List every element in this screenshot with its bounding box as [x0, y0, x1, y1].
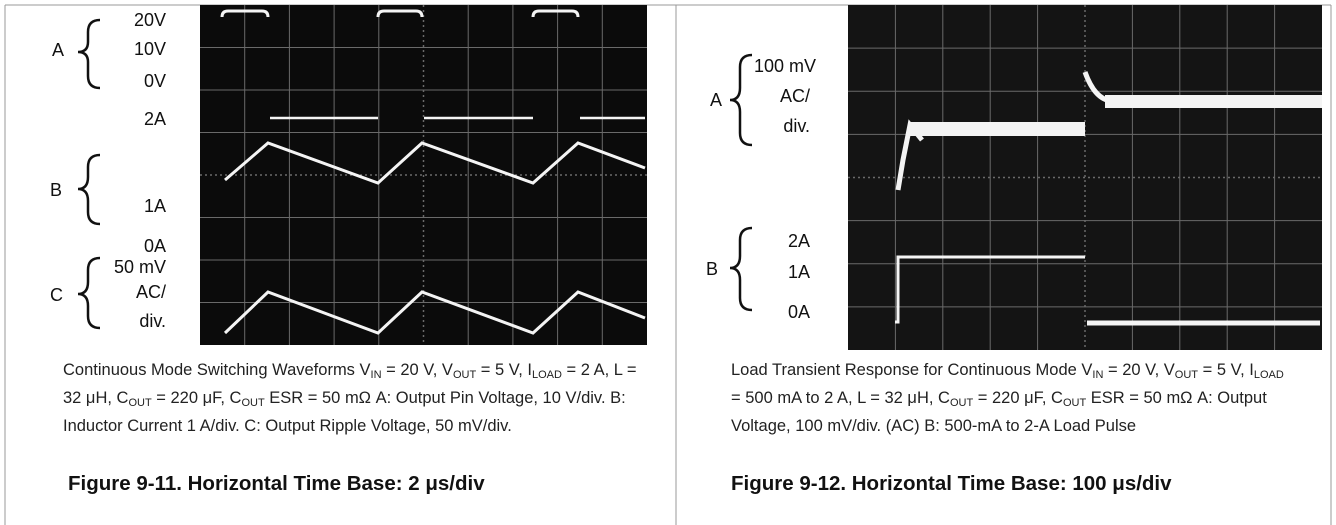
subscript: OUT	[241, 397, 265, 409]
braces	[77, 18, 753, 330]
scale-label: 2A	[787, 231, 810, 251]
channel-label: B	[706, 259, 719, 279]
caption-text: Load Transient Response for Continuous M…	[731, 361, 1093, 379]
scale-label: 10V	[133, 39, 166, 59]
waveform-band	[908, 122, 1085, 136]
scale-label: 100 mV	[754, 56, 817, 76]
scale-label: div.	[139, 311, 166, 331]
caption-text: = 220 μF, C	[151, 389, 242, 407]
subscript: OUT	[949, 397, 974, 409]
caption-text: = 20 V, V	[1103, 361, 1175, 379]
waveform-band	[1105, 95, 1322, 108]
scale-label: 1A	[787, 262, 810, 282]
channel-label: C	[50, 285, 63, 305]
figure-title: Figure 9-11. Horizontal Time Base: 2 μs/…	[68, 472, 485, 495]
subscript: OUT	[128, 397, 152, 409]
scale-label: 0V	[143, 71, 166, 91]
subscript: IN	[1092, 369, 1104, 381]
subscript: LOAD	[1253, 369, 1284, 381]
caption-text: ESR = 50 mΩ A: Output Pin Voltage, 10 V/…	[63, 389, 626, 435]
caption-text: Continuous Mode Switching Waveforms V	[63, 361, 371, 379]
caption-text: = 20 V, V	[381, 361, 453, 379]
caption-text: ESR = 50 mΩ A: Output Voltage, 100 mV/di…	[731, 389, 1267, 435]
scale-label: AC/	[779, 86, 810, 106]
channel-label: B	[50, 180, 63, 200]
subscript: LOAD	[531, 369, 562, 381]
scale-label: 0A	[787, 302, 810, 322]
subscript: OUT	[452, 369, 477, 381]
figure-title: Figure 9-12. Horizontal Time Base: 100 μ…	[731, 472, 1172, 495]
caption-text: = 5 V, I	[1198, 361, 1254, 379]
subscript: OUT	[1062, 397, 1087, 409]
scale-label: 0A	[143, 236, 166, 256]
caption-text: = 500 mA to 2 A, L = 32 μH, C	[731, 389, 950, 407]
caption: Continuous Mode Switching Waveforms VIN …	[63, 356, 655, 440]
waveforms	[220, 9, 1320, 335]
caption-text: = 220 μF, C	[973, 389, 1063, 407]
caption: Load Transient Response for Continuous M…	[731, 356, 1297, 440]
caption-text: = 5 V, I	[476, 361, 532, 379]
subscript: IN	[370, 369, 382, 381]
scale-label: 50 mV	[113, 257, 166, 277]
scale-label: 1A	[143, 196, 166, 216]
caption-text: = 2 A, L = 32 μH, C	[63, 361, 637, 407]
channel-label: A	[52, 40, 65, 60]
scale-label: 20V	[133, 10, 166, 30]
scale-label: 2A	[143, 109, 166, 129]
scale-label: AC/	[135, 282, 166, 302]
scale-label: div.	[783, 116, 810, 136]
channel-label: A	[710, 90, 723, 110]
subscript: OUT	[1174, 369, 1199, 381]
